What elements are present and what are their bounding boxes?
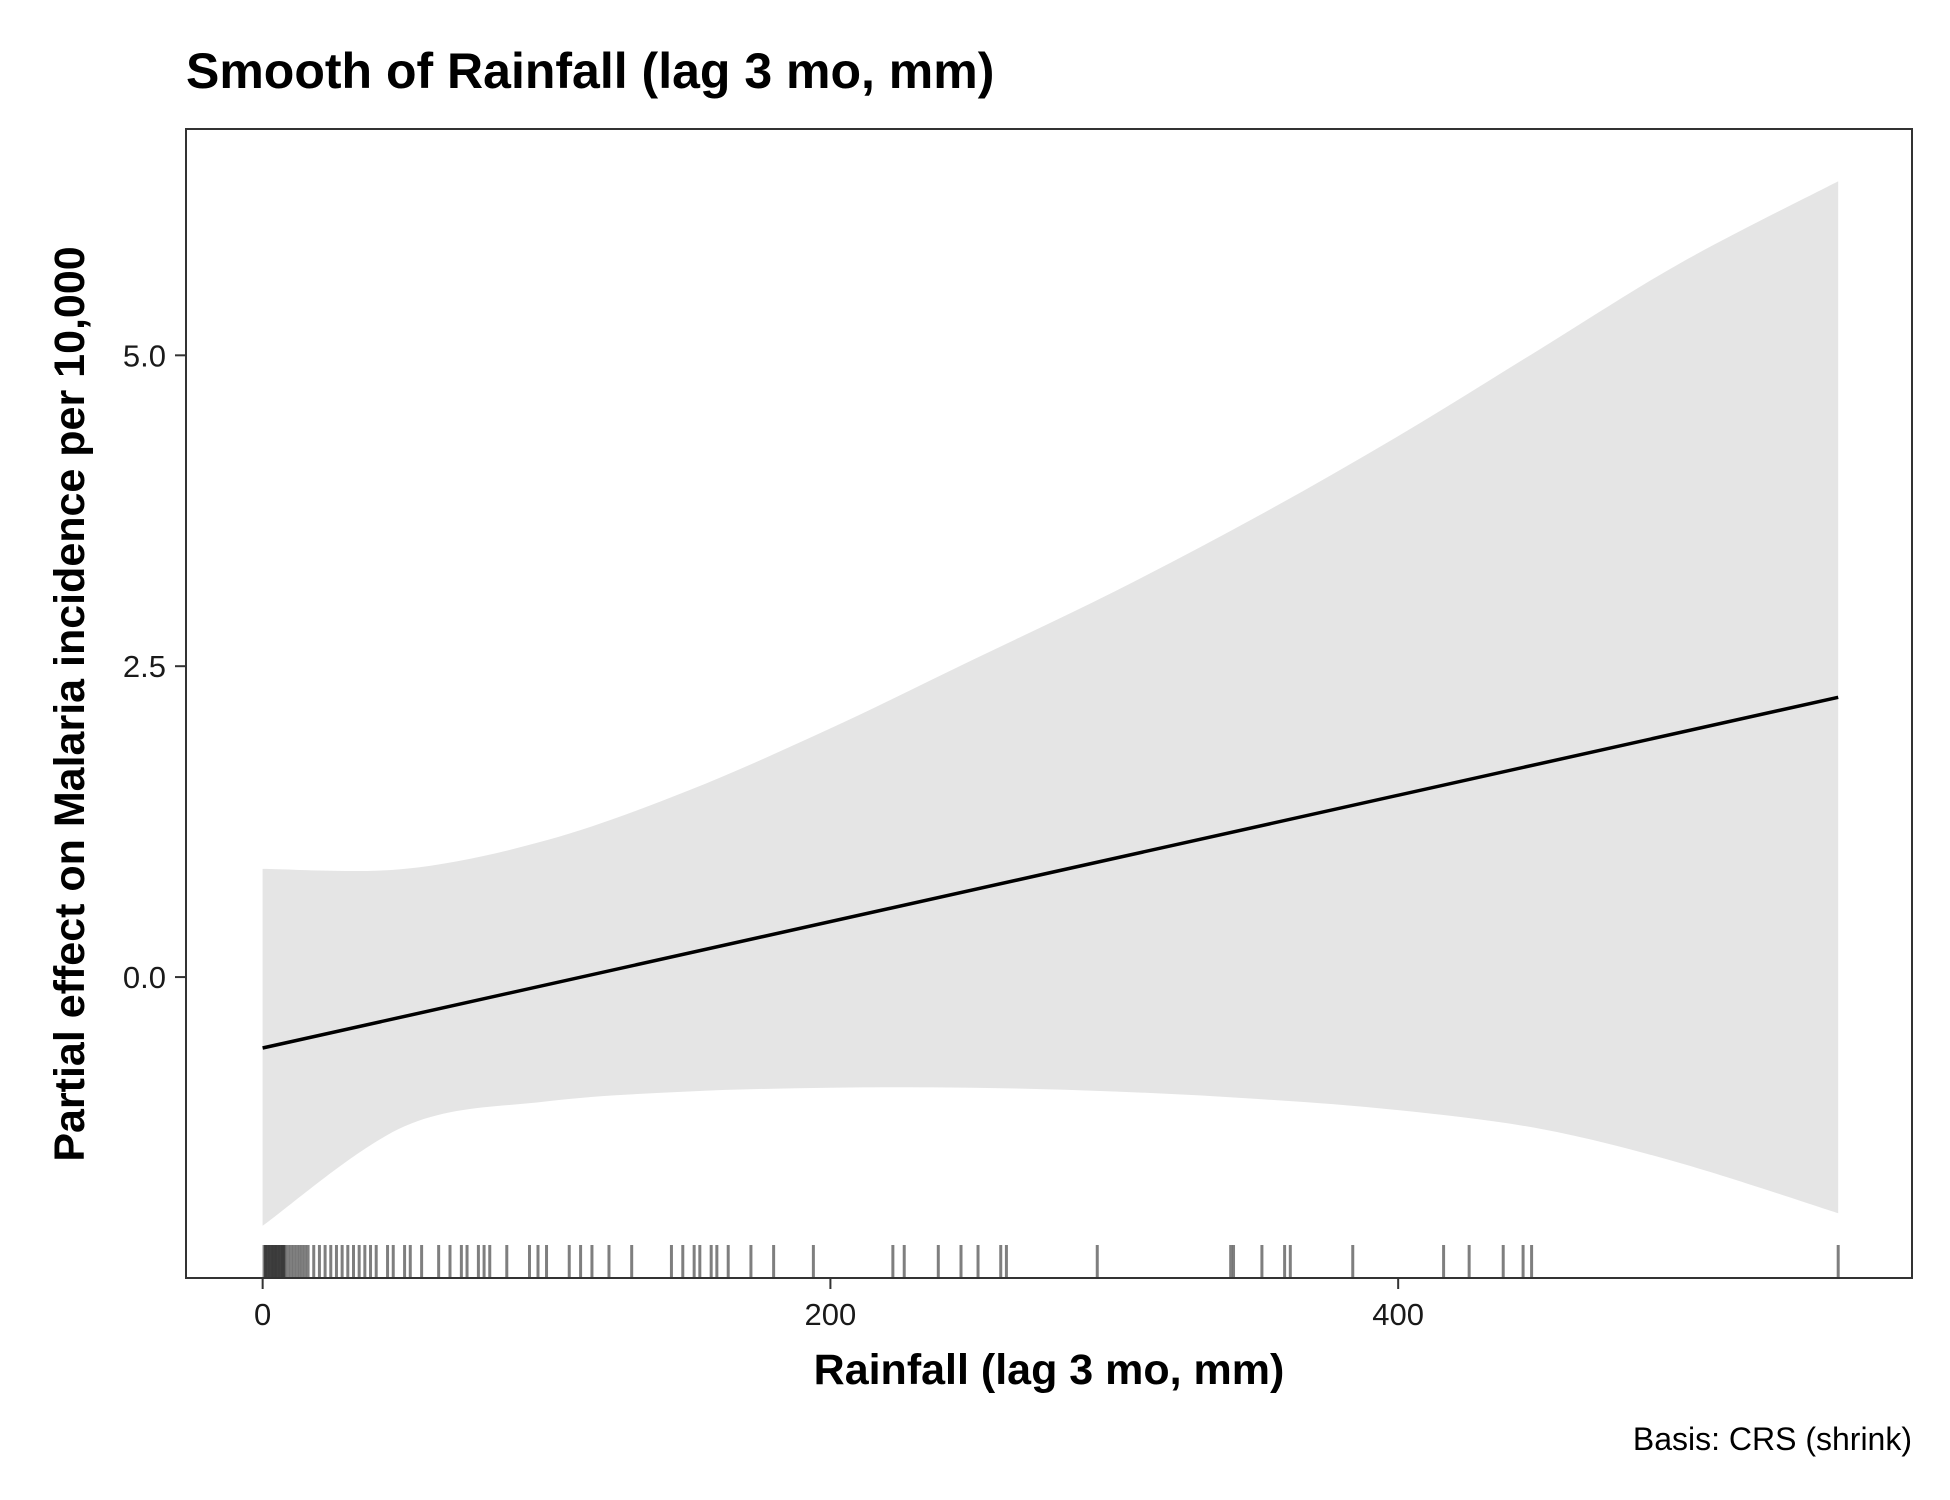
y-tick-label: 0.0 bbox=[123, 960, 166, 995]
x-tick-label: 0 bbox=[254, 1297, 271, 1332]
chart-caption: Basis: CRS (shrink) bbox=[1633, 1421, 1912, 1457]
y-tick-label: 5.0 bbox=[123, 338, 166, 373]
y-tick-label: 2.5 bbox=[123, 649, 166, 684]
chart-title: Smooth of Rainfall (lag 3 mo, mm) bbox=[186, 43, 994, 99]
confidence-band bbox=[262, 181, 1839, 1226]
plot-panel: 0.0 2.5 5.0 0 200 400 bbox=[123, 128, 1913, 1332]
smooth-fit-line bbox=[262, 695, 1839, 1050]
x-tick-label: 400 bbox=[1372, 1297, 1424, 1332]
x-axis-title: Rainfall (lag 3 mo, mm) bbox=[814, 1346, 1285, 1394]
panel-border bbox=[185, 128, 1913, 1279]
x-tick-label: 200 bbox=[805, 1297, 857, 1332]
y-axis-title: Partial effect on Malaria incidence per … bbox=[46, 246, 94, 1161]
